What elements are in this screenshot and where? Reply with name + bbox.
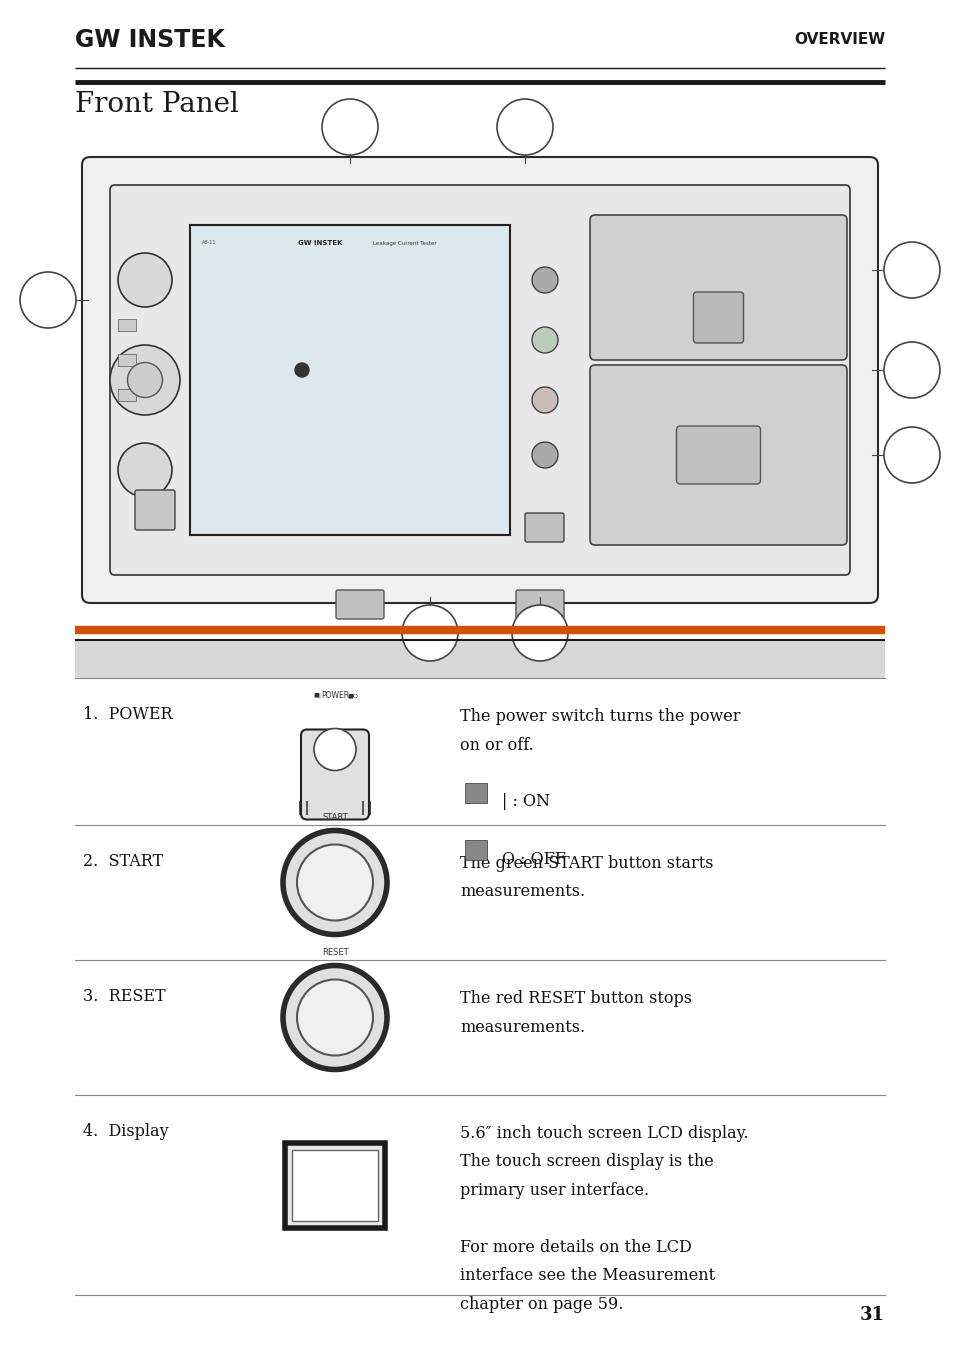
Circle shape [296, 980, 373, 1056]
FancyBboxPatch shape [118, 319, 136, 331]
FancyBboxPatch shape [118, 354, 136, 366]
Circle shape [512, 605, 567, 662]
Text: POWER: POWER [320, 691, 349, 701]
FancyBboxPatch shape [589, 215, 846, 360]
Text: ■|: ■| [313, 693, 320, 698]
Circle shape [118, 443, 172, 497]
Circle shape [20, 271, 76, 328]
FancyBboxPatch shape [190, 225, 510, 535]
FancyBboxPatch shape [335, 590, 384, 620]
FancyBboxPatch shape [524, 513, 563, 541]
FancyBboxPatch shape [110, 185, 849, 575]
Circle shape [883, 342, 939, 398]
Text: Description: Description [459, 652, 549, 666]
Text: 5.6″ inch touch screen LCD display.: 5.6″ inch touch screen LCD display. [459, 1125, 748, 1142]
Text: 2.  START: 2. START [83, 853, 163, 869]
Circle shape [497, 99, 553, 155]
Text: measurements.: measurements. [459, 883, 584, 900]
FancyBboxPatch shape [292, 1149, 377, 1220]
FancyBboxPatch shape [464, 783, 486, 802]
Text: GW INSTEK: GW INSTEK [297, 240, 342, 246]
FancyBboxPatch shape [464, 840, 486, 860]
Text: primary user interface.: primary user interface. [459, 1183, 648, 1199]
Circle shape [314, 729, 355, 771]
Circle shape [532, 327, 558, 352]
Circle shape [532, 267, 558, 293]
Text: Item: Item [83, 652, 118, 666]
FancyBboxPatch shape [516, 590, 563, 620]
Circle shape [294, 363, 309, 377]
Circle shape [322, 99, 377, 155]
Circle shape [118, 252, 172, 306]
FancyBboxPatch shape [693, 292, 742, 343]
Text: For more details on the LCD: For more details on the LCD [459, 1239, 691, 1256]
Text: RESET: RESET [321, 948, 348, 957]
Text: interface see the Measurement: interface see the Measurement [459, 1268, 715, 1284]
Text: measurements.: measurements. [459, 1018, 584, 1035]
Text: The red RESET button stops: The red RESET button stops [459, 990, 691, 1007]
FancyBboxPatch shape [676, 427, 760, 485]
Circle shape [110, 346, 180, 414]
Text: 4.  Display: 4. Display [83, 1123, 169, 1139]
Text: 31: 31 [859, 1305, 884, 1324]
Text: 1.  POWER: 1. POWER [83, 706, 172, 724]
Text: Front Panel: Front Panel [75, 92, 238, 119]
FancyBboxPatch shape [82, 157, 877, 603]
FancyBboxPatch shape [75, 640, 884, 678]
Circle shape [128, 363, 162, 397]
Text: O : OFF: O : OFF [501, 850, 565, 868]
Text: ■O: ■O [347, 693, 358, 698]
FancyBboxPatch shape [285, 1142, 385, 1227]
Circle shape [883, 427, 939, 483]
Circle shape [532, 441, 558, 468]
Text: Leakage Current Tester: Leakage Current Tester [373, 240, 436, 246]
Circle shape [401, 605, 457, 662]
FancyBboxPatch shape [299, 802, 370, 814]
Text: The touch screen display is the: The touch screen display is the [459, 1153, 713, 1170]
Circle shape [296, 845, 373, 921]
FancyBboxPatch shape [135, 490, 174, 531]
Circle shape [283, 830, 387, 934]
FancyBboxPatch shape [118, 389, 136, 401]
Text: OVERVIEW: OVERVIEW [793, 32, 884, 47]
Text: A8-11: A8-11 [202, 240, 216, 246]
Circle shape [883, 242, 939, 298]
Text: chapter on page 59.: chapter on page 59. [459, 1296, 622, 1314]
Text: The power switch turns the power: The power switch turns the power [459, 707, 740, 725]
Text: | : ON: | : ON [501, 794, 550, 810]
Circle shape [283, 965, 387, 1069]
Text: on or off.: on or off. [459, 737, 533, 753]
Circle shape [532, 387, 558, 413]
Text: GW INSTEK: GW INSTEK [75, 28, 225, 53]
FancyBboxPatch shape [301, 729, 369, 819]
Text: 3.  RESET: 3. RESET [83, 988, 166, 1004]
Text: The green START button starts: The green START button starts [459, 855, 713, 872]
Text: START: START [322, 813, 348, 822]
FancyBboxPatch shape [589, 364, 846, 545]
